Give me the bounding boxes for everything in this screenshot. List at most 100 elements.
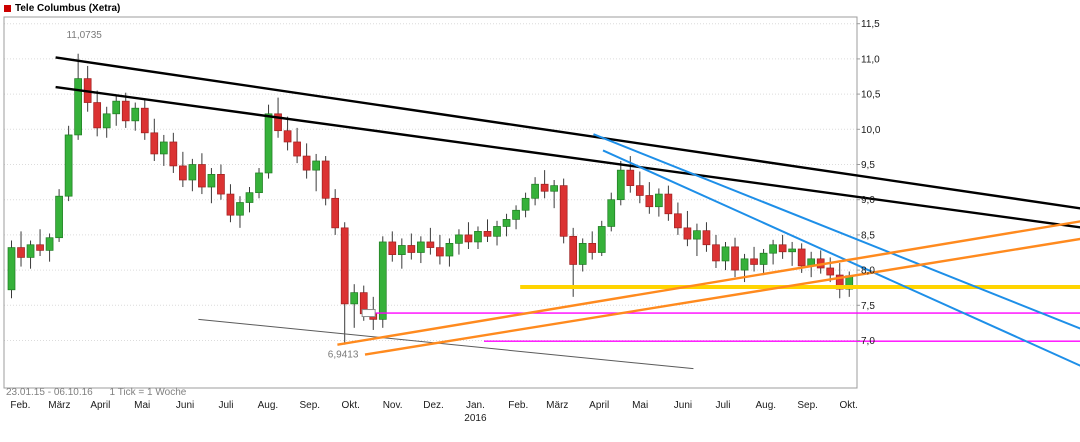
blue-downtrend-1[interactable] — [593, 133, 1080, 330]
orange-uptrend-2[interactable] — [364, 237, 1080, 356]
x-month-label: Aug. — [258, 400, 279, 411]
candle-body — [731, 246, 739, 271]
candle-body — [712, 244, 720, 262]
candle-body — [417, 241, 425, 253]
candle-body — [283, 130, 292, 143]
x-month-label: Dez. — [423, 400, 444, 411]
y-tick-label: 8,5 — [861, 230, 875, 241]
candle-body — [407, 245, 416, 253]
candle-body — [788, 248, 796, 253]
candle-body — [264, 113, 273, 174]
candle-body — [140, 107, 149, 134]
x-month-label: Feb. — [508, 400, 528, 411]
candle-body — [597, 226, 606, 253]
candle-body — [826, 267, 835, 276]
candle-body — [702, 230, 711, 246]
y-tick-label: 10,5 — [861, 90, 881, 101]
candle-body — [740, 258, 749, 271]
candle-body — [721, 246, 730, 262]
candle-body — [188, 164, 197, 181]
candle-body — [493, 226, 501, 237]
candle-body — [750, 258, 758, 265]
candle-body — [616, 169, 625, 201]
candle-body — [655, 193, 663, 208]
candle-body — [426, 241, 435, 248]
x-month-label: April — [90, 400, 110, 411]
candle-body — [521, 197, 530, 211]
black-channel-top[interactable] — [55, 56, 1080, 210]
y-tick-label: 7,5 — [861, 301, 875, 312]
x-month-label: Sep. — [797, 400, 818, 411]
orange-uptrend-1[interactable] — [337, 220, 1080, 346]
x-month-label: Juni — [674, 400, 692, 411]
y-tick-label: 11,5 — [861, 19, 880, 30]
x-month-label: Mai — [632, 400, 648, 411]
x-month-label: Juni — [176, 400, 194, 411]
line-handle[interactable] — [361, 309, 376, 318]
plot-frame — [3, 16, 858, 389]
black-channel-bottom[interactable] — [55, 85, 1080, 229]
candle-body — [121, 100, 130, 122]
x-month-label: März — [48, 400, 70, 411]
candle-body — [112, 100, 121, 115]
candle-body — [378, 241, 387, 320]
x-month-label: Okt. — [839, 400, 857, 411]
candle-body — [312, 160, 320, 171]
candle-body — [635, 185, 644, 196]
candle-body — [74, 78, 82, 136]
candle-body — [350, 292, 359, 305]
candle-body — [64, 134, 73, 197]
x-month-label: Mai — [134, 400, 150, 411]
y-tick-label: 9,5 — [861, 160, 875, 171]
x-month-label: März — [546, 400, 568, 411]
annotation-low-label: 6,9413 — [328, 349, 359, 360]
candle-body — [226, 193, 235, 216]
x-month-label: Okt. — [342, 400, 360, 411]
x-month-label: Sep. — [299, 400, 320, 411]
candle-body — [502, 219, 511, 227]
candle-body — [17, 247, 25, 258]
candle-body — [778, 244, 787, 253]
candle-body — [302, 155, 311, 171]
candle-body — [759, 252, 768, 265]
support-diagonal-thin[interactable] — [198, 318, 694, 370]
candle-body — [645, 195, 654, 208]
candle-body — [293, 141, 301, 157]
candle-body — [578, 242, 587, 265]
x-month-label: Juli — [715, 400, 730, 411]
candle-body — [835, 274, 844, 290]
candle-body — [331, 197, 340, 229]
candle-body — [569, 235, 578, 265]
candle-body — [512, 209, 520, 220]
candle-body — [159, 141, 168, 155]
candle-body — [683, 227, 692, 240]
x-month-label: Feb. — [10, 400, 30, 411]
x-month-label: Nov. — [383, 400, 403, 411]
candle-body — [255, 172, 263, 194]
candle-body — [93, 102, 102, 129]
candle-body — [483, 231, 492, 237]
candle-body — [26, 244, 35, 258]
candle-body — [607, 199, 616, 227]
year-label: 2016 — [464, 413, 487, 424]
candle-body — [474, 231, 482, 243]
candle-body — [169, 141, 178, 167]
annotation-high-label: 11,0735 — [66, 30, 102, 41]
candle-body — [245, 192, 254, 203]
candle-body — [559, 185, 568, 237]
candle-body — [150, 132, 159, 155]
candle-body — [693, 230, 701, 240]
blue-downtrend-2[interactable] — [602, 149, 1080, 367]
date-range-label: 23.01.15 - 06.10.16 — [6, 387, 93, 398]
candle-body — [198, 164, 206, 188]
candle-body — [36, 244, 44, 251]
candle-body — [797, 248, 806, 267]
candle-body — [445, 242, 454, 257]
candle-body — [540, 183, 549, 192]
candle-body — [626, 169, 635, 186]
candle-body — [531, 183, 539, 199]
candle-body — [321, 160, 330, 199]
candle-body — [236, 202, 244, 216]
